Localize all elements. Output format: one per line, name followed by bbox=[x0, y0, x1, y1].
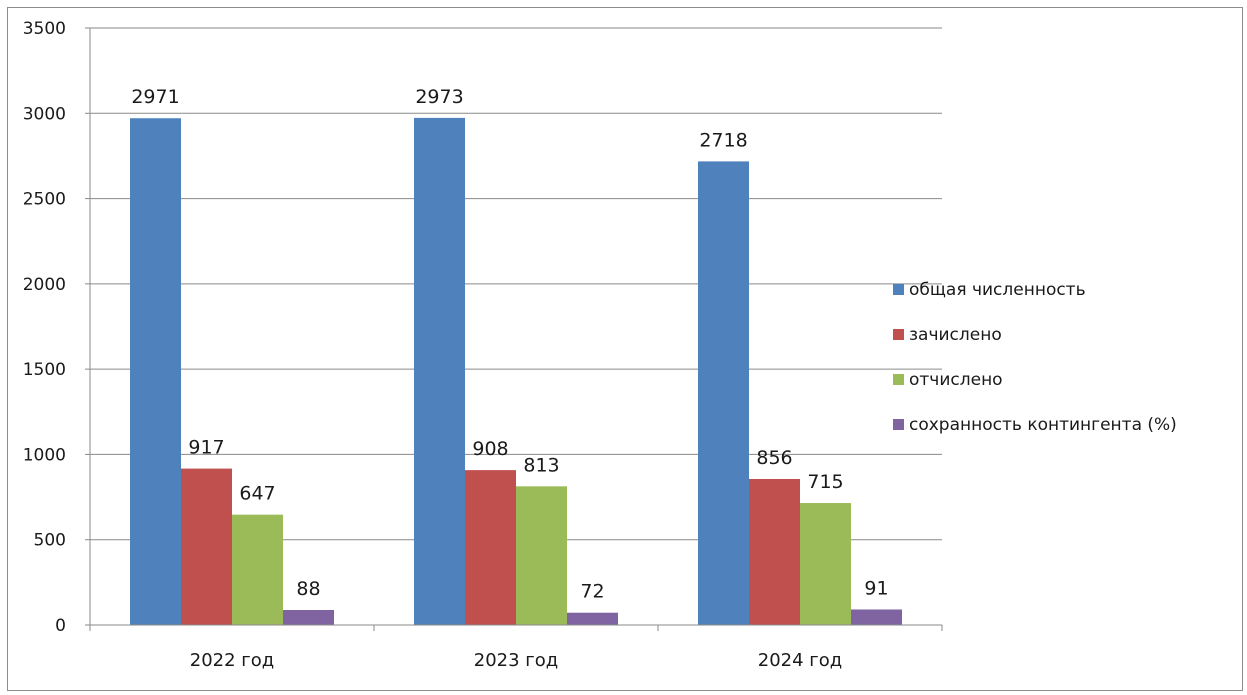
y-tick-label: 3000 bbox=[23, 104, 66, 124]
y-tick-label: 2500 bbox=[23, 190, 66, 210]
data-label: 88 bbox=[296, 578, 320, 600]
data-label: 2973 bbox=[415, 86, 463, 108]
data-label: 813 bbox=[523, 454, 559, 476]
y-tick-label: 1000 bbox=[23, 445, 66, 465]
bar bbox=[800, 503, 851, 625]
bar bbox=[181, 468, 232, 625]
bar bbox=[414, 117, 465, 625]
y-tick-label: 500 bbox=[34, 531, 66, 551]
legend-label: зачислено bbox=[909, 325, 1002, 345]
x-tick-label: 2022 год bbox=[190, 650, 274, 671]
x-tick-label: 2024 год bbox=[758, 650, 842, 671]
legend-swatch bbox=[893, 284, 904, 295]
data-label: 715 bbox=[807, 471, 843, 493]
bar bbox=[516, 486, 567, 625]
bar bbox=[698, 161, 749, 626]
data-label: 908 bbox=[472, 438, 508, 460]
y-tick-label: 1500 bbox=[23, 360, 66, 380]
legend-label: общая численность bbox=[909, 280, 1086, 300]
bar bbox=[851, 609, 902, 625]
legend-label: отчислено bbox=[909, 370, 1003, 390]
data-label: 647 bbox=[239, 483, 275, 505]
bar bbox=[232, 514, 283, 625]
data-label: 856 bbox=[756, 447, 792, 469]
y-tick-label: 2000 bbox=[23, 275, 66, 295]
data-label: 2718 bbox=[699, 129, 747, 151]
bar bbox=[749, 478, 800, 625]
gridlines bbox=[90, 27, 942, 541]
y-axis: 0 500 1000 1500 2000 2500 3000 3500 bbox=[23, 19, 90, 636]
y-tick-label: 0 bbox=[55, 616, 66, 636]
data-label: 91 bbox=[864, 577, 888, 599]
x-axis: 2022 год 2023 год 2024 год bbox=[89, 28, 943, 671]
bar bbox=[465, 470, 516, 625]
data-label: 72 bbox=[580, 581, 604, 603]
data-labels: 2971 917 647 88 2973 908 813 72 2718 856 715 91 bbox=[131, 86, 888, 603]
legend-swatch bbox=[893, 329, 904, 340]
legend-swatch bbox=[893, 419, 904, 430]
bar bbox=[283, 609, 334, 625]
legend-label: сохранность контингента (%) bbox=[909, 415, 1177, 435]
data-label: 2971 bbox=[131, 86, 179, 108]
data-label: 917 bbox=[188, 437, 224, 459]
y-tick-label: 3500 bbox=[23, 19, 66, 39]
legend-swatch bbox=[893, 374, 904, 385]
bars bbox=[130, 117, 902, 626]
bar bbox=[130, 118, 181, 625]
bar bbox=[567, 612, 618, 625]
x-tick-label: 2023 год bbox=[474, 650, 558, 671]
legend: общая численность зачислено отчислено сохра… bbox=[893, 280, 1177, 435]
